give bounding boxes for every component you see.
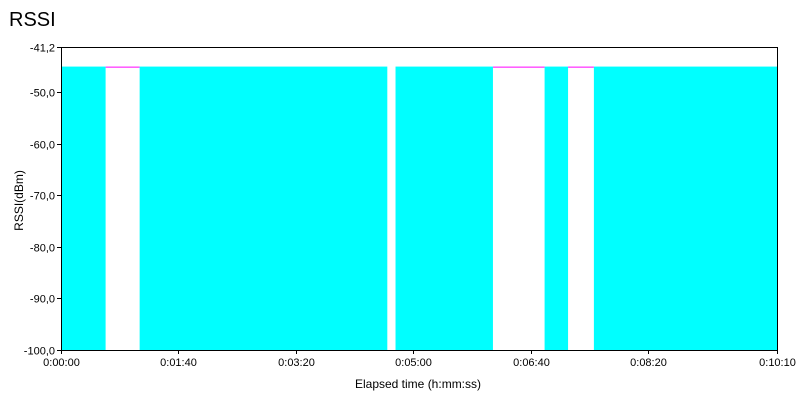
x-tick-label: 0:01:40 bbox=[160, 357, 197, 369]
y-tick-label: -41,2 bbox=[30, 43, 55, 55]
x-axis-label: Elapsed time (h:mm:ss) bbox=[355, 377, 481, 391]
y-tick-label: -50,0 bbox=[30, 88, 55, 100]
rssi-area-segment bbox=[61, 66, 106, 350]
y-tick-label: -70,0 bbox=[30, 191, 55, 203]
plot-area-frame bbox=[61, 47, 778, 351]
rssi-area-segment bbox=[593, 66, 777, 350]
rssi-area-segment bbox=[139, 66, 388, 350]
y-tick-label: -60,0 bbox=[30, 140, 55, 152]
y-tick-label: -100,0 bbox=[24, 346, 55, 358]
x-tick-label: 0:10:10 bbox=[759, 357, 796, 369]
rssi-area-segment bbox=[395, 66, 493, 350]
x-tick-label: 0:00:00 bbox=[43, 357, 80, 369]
rssi-area-segment bbox=[544, 66, 569, 350]
y-axis-label: RSSI(dBm) bbox=[12, 170, 26, 231]
x-tick-label: 0:03:20 bbox=[278, 357, 315, 369]
chart-title: RSSI bbox=[9, 9, 56, 31]
y-tick-label: -90,0 bbox=[30, 294, 55, 306]
y-tick-label: -80,0 bbox=[30, 243, 55, 255]
x-tick-label: 0:05:00 bbox=[395, 357, 432, 369]
x-tick-label: 0:08:20 bbox=[630, 357, 667, 369]
x-tick-label: 0:06:40 bbox=[513, 357, 550, 369]
